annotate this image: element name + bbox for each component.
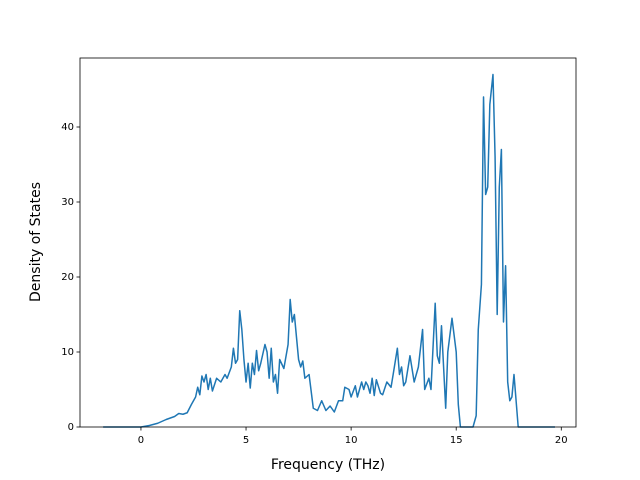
x-axis-label: Frequency (THz)	[271, 457, 385, 473]
y-tick-label: 30	[61, 197, 74, 208]
x-tick-label: 20	[555, 435, 568, 446]
x-tick-label: 0	[138, 435, 144, 446]
y-tick-label: 20	[61, 272, 74, 283]
y-tick-label: 0	[68, 422, 74, 433]
axes-frame	[79, 57, 577, 428]
x-tick-label: 10	[345, 435, 358, 446]
x-tick-label: 15	[450, 435, 463, 446]
y-tick-label: 40	[61, 122, 74, 133]
y-tick-label: 10	[61, 347, 74, 358]
y-axis-label: Density of States	[28, 182, 44, 302]
x-tick-label: 5	[243, 435, 249, 446]
